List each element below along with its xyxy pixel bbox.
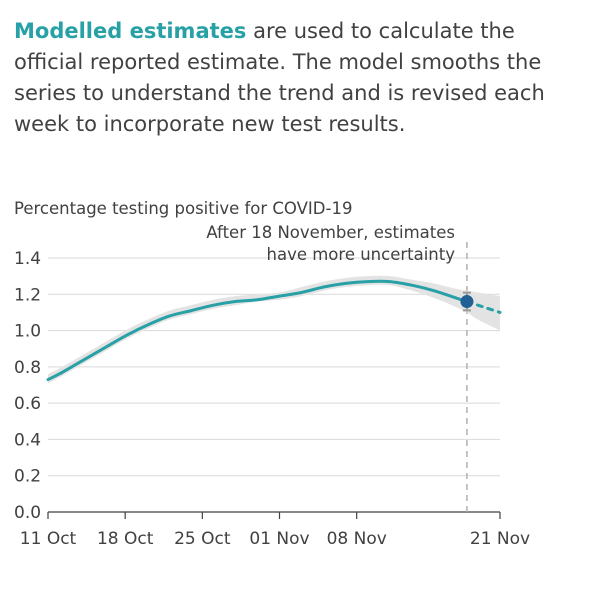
estimate-line <box>46 279 469 382</box>
y-tick-label: 1.2 <box>14 285 41 305</box>
annotation-line-2: have more uncertainty <box>267 245 456 264</box>
confidence-bands <box>48 275 500 384</box>
y-tick-label: 1.0 <box>14 322 41 342</box>
y-axis-label: Percentage testing positive for COVID-19 <box>14 199 352 218</box>
latest-estimate-point <box>460 295 474 309</box>
y-tick-label: 0.6 <box>14 394 41 414</box>
y-ticks: 0.0 0.2 0.4 0.6 0.8 1.0 1.2 1.4 <box>14 249 41 523</box>
x-tick-label: 21 Nov <box>470 529 530 549</box>
confidence-band <box>466 290 500 331</box>
intro-highlight: Modelled estimates <box>14 19 247 43</box>
y-tick-label: 0.4 <box>14 430 41 450</box>
intro-body: are used to calculate the official repor… <box>14 19 545 136</box>
x-ticks: 11 Oct 18 Oct 25 Oct 01 Nov 08 Nov 21 Nov <box>20 512 530 549</box>
annotation-line-1: After 18 November, estimates <box>206 223 455 242</box>
x-tick-label: 18 Oct <box>97 529 154 549</box>
latest-estimate-marker <box>460 291 474 312</box>
intro-text: Modelled estimates are used to calculate… <box>14 16 554 140</box>
y-tick-label: 0.0 <box>14 503 41 523</box>
y-tick-label: 1.4 <box>14 249 41 269</box>
x-tick-label: 08 Nov <box>327 529 387 549</box>
x-tick-label: 01 Nov <box>249 529 309 549</box>
confidence-band <box>48 275 467 384</box>
x-tick-label: 25 Oct <box>174 529 231 549</box>
x-tick-label: 11 Oct <box>20 529 77 549</box>
y-tick-label: 0.2 <box>14 467 41 487</box>
y-tick-label: 0.8 <box>14 358 41 378</box>
